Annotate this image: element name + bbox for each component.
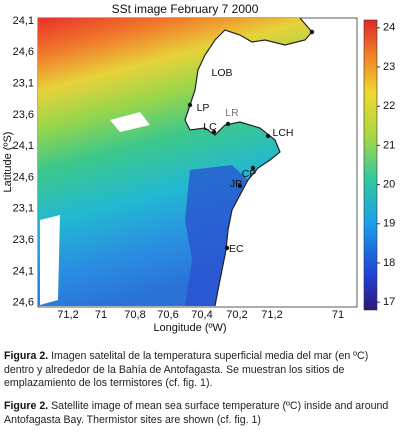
y-tick-label: 23,1: [13, 78, 34, 90]
site-label: LOB: [211, 67, 232, 79]
site-marker: [237, 183, 243, 189]
site-label: LC: [203, 121, 217, 133]
caption-label: Figure 2.: [4, 400, 49, 412]
site-label: LCH: [272, 127, 293, 139]
y-axis-label: Latitude (ºS): [2, 132, 14, 193]
figure: SSt image February 7 2000 Longitude (ºW)…: [2, 2, 395, 334]
caption-en: Figure 2. Satellite image of mean sea su…: [4, 400, 400, 427]
y-tick-label: 23,6: [13, 234, 34, 246]
x-axis-label: Longitude (ºW): [153, 322, 226, 334]
y-tick-label: 23,1: [13, 203, 34, 215]
cold-upwelling: [185, 165, 248, 306]
y-tick-label: 23,6: [13, 109, 34, 121]
sea-surface: [38, 18, 312, 306]
y-tick-label: 24,6: [13, 171, 34, 183]
y-tick-label: 24,1: [13, 265, 34, 277]
site-marker: [187, 102, 193, 108]
colorbar-tick-label: 17: [383, 296, 395, 308]
colorbar-tick-label: 24: [383, 22, 395, 34]
site-marker: [265, 133, 271, 139]
site-marker: [224, 245, 230, 251]
colorbar-tick-label: 21: [383, 139, 395, 151]
site-label: LP: [197, 102, 210, 114]
cloud-gap: [110, 112, 150, 132]
x-tick-label: 71,2: [57, 309, 78, 321]
x-tick-label: 70,6: [157, 309, 178, 321]
colorbar-tick-label: 20: [383, 179, 395, 191]
colorbar-tick-label: 22: [383, 100, 395, 112]
site-label: JP: [230, 178, 242, 190]
x-tick-label: 71: [95, 309, 107, 321]
caption-text: Imagen satelital de la temperatura super…: [4, 350, 369, 389]
site-label: EC: [229, 243, 244, 255]
site-marker: [250, 165, 256, 171]
x-tick-label: 71,2: [261, 309, 282, 321]
colorbar-tick-label: 19: [383, 218, 395, 230]
y-tick-label: 24,1: [13, 140, 34, 152]
site-marker: [211, 129, 217, 135]
x-tick-label: 70,4: [191, 309, 212, 321]
coastline: [184, 17, 313, 307]
colorbar-tick-label: 23: [383, 61, 395, 73]
x-tick-label: 71: [332, 309, 344, 321]
site-marker: [225, 121, 231, 127]
y-tick-label: 24,6: [13, 297, 34, 309]
caption-es: Figura 2. Imagen satelital de la tempera…: [4, 350, 400, 391]
cloud-gap: [40, 215, 60, 305]
colorbar: [363, 19, 378, 311]
site-label: LR: [225, 107, 239, 119]
caption-label: Figura 2.: [4, 350, 49, 362]
colorbar-tick-label: 18: [383, 257, 395, 269]
site-marker: [309, 29, 315, 35]
figure-title: SSt image February 7 2000: [112, 2, 259, 16]
x-tick-label: 70,2: [226, 309, 247, 321]
y-tick-label: 24,6: [13, 46, 34, 58]
y-tick-label: 24,1: [13, 15, 34, 27]
x-tick-label: 70,8: [124, 309, 145, 321]
site-label: CP: [242, 168, 257, 180]
caption-text: Satellite image of mean sea surface temp…: [4, 400, 389, 426]
